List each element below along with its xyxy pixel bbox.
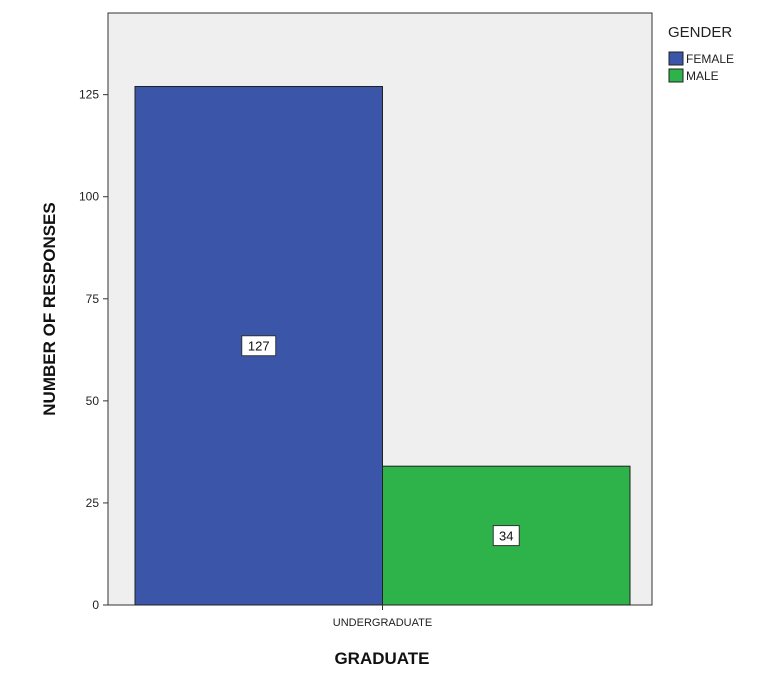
data-label-box bbox=[492, 525, 520, 547]
data-label: 34 bbox=[499, 529, 513, 544]
data-label: 127 bbox=[248, 339, 270, 354]
x-axis: UNDERGRADUATE bbox=[333, 605, 432, 629]
legend-swatch-female bbox=[668, 51, 684, 66]
legend: GENDER FEMALE MALE bbox=[668, 24, 734, 83]
y-tick-label: 50 bbox=[86, 394, 100, 408]
data-label-box bbox=[241, 335, 277, 357]
y-tick-label: 75 bbox=[86, 292, 100, 306]
y-tick-label: 25 bbox=[86, 496, 100, 510]
y-axis-title: NUMBER OF RESPONSES bbox=[40, 202, 59, 415]
legend-swatch-male bbox=[668, 68, 684, 83]
x-axis-title: GRADUATE bbox=[334, 649, 429, 668]
y-tick-label: 125 bbox=[79, 88, 99, 102]
y-tick-label: 100 bbox=[79, 190, 99, 204]
y-axis: 0 25 50 75 100 125 bbox=[79, 88, 108, 612]
legend-title: GENDER bbox=[668, 24, 732, 41]
bars: 127 34 bbox=[134, 85, 631, 606]
y-tick-label: 0 bbox=[92, 598, 99, 612]
x-tick-label: UNDERGRADUATE bbox=[333, 617, 432, 629]
legend-label-female: FEMALE bbox=[686, 52, 734, 66]
legend-label-male: MALE bbox=[686, 69, 719, 83]
